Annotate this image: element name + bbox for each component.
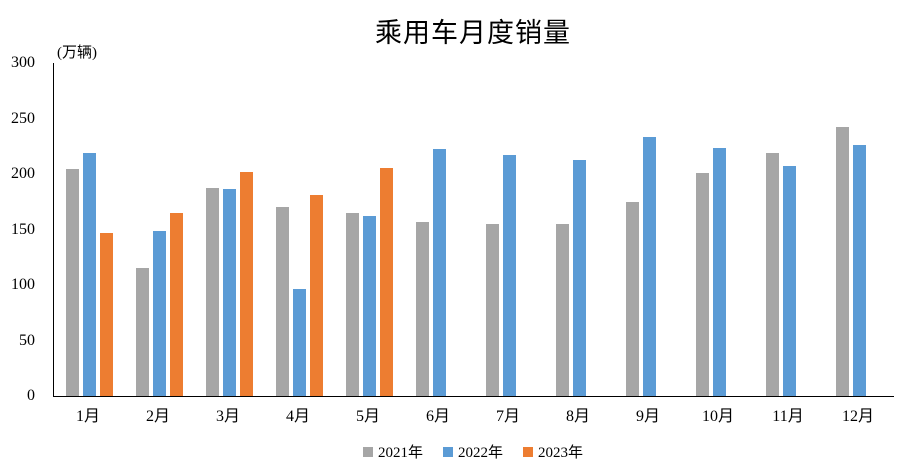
y-axis-tick-label: 150 — [11, 220, 35, 238]
y-axis-tick-label: 200 — [11, 165, 35, 182]
legend-item-2021年: 2021年 — [362, 441, 423, 462]
legend-label: 2021年 — [377, 445, 423, 461]
y-axis-tick-label: 0 — [27, 387, 35, 404]
legend-label: 2022年 — [457, 445, 503, 461]
y-axis-tick-label: 300 — [11, 54, 35, 71]
x-axis-tick-label: 5月 — [355, 408, 380, 425]
bar-2021年-5月 — [345, 213, 359, 396]
bar-2023年-4月 — [309, 194, 323, 396]
bar-2021年-11月 — [765, 152, 779, 396]
x-axis-tick-label: 1月 — [75, 408, 100, 425]
bar-2021年-4月 — [275, 206, 289, 396]
plot-area — [53, 63, 894, 397]
legend: 2021年 2022年 2023年 — [53, 441, 893, 462]
bar-2023年-3月 — [239, 172, 253, 396]
bar-2022年-9月 — [642, 137, 656, 396]
bar-2022年-5月 — [362, 215, 376, 396]
bar-2021年-6月 — [415, 221, 429, 396]
legend-swatch-icon — [362, 446, 373, 457]
x-axis-tick-label: 12月 — [841, 408, 874, 425]
y-axis-unit-label: (万辆) — [57, 45, 97, 61]
bar-2022年-1月 — [82, 153, 96, 396]
x-axis-tick-label: 4月 — [285, 408, 310, 425]
x-axis-ticks: 1月 2月 3月 4月 5月 6月 7月 8月 9月 10月 11月 12月 — [53, 402, 893, 425]
bar-2022年-8月 — [572, 160, 586, 396]
bar-2021年-1月 — [65, 169, 79, 396]
y-axis-ticks: 0 50 100 150 200 250 300 — [0, 0, 35, 468]
bar-2021年-2月 — [135, 267, 149, 396]
x-axis-tick-label: 11月 — [772, 408, 804, 425]
bar-2023年-1月 — [99, 232, 113, 396]
legend-label: 2023年 — [538, 445, 584, 461]
x-axis-tick-label: 10月 — [701, 408, 734, 425]
bar-2022年-3月 — [222, 189, 236, 396]
y-axis-tick-label: 100 — [11, 276, 35, 293]
y-axis-tick-label: 250 — [11, 109, 35, 127]
bar-2022年-4月 — [292, 288, 306, 396]
bar-2022年-6月 — [432, 149, 446, 396]
bar-2021年-7月 — [485, 223, 499, 396]
bar-2023年-2月 — [169, 212, 183, 396]
x-axis-tick-label: 3月 — [215, 408, 240, 425]
x-axis-tick-label: 7月 — [495, 408, 520, 425]
x-axis-tick-label: 9月 — [635, 408, 660, 425]
x-axis-tick-label: 2月 — [145, 408, 170, 425]
bar-2022年-10月 — [712, 148, 726, 396]
legend-swatch-icon — [442, 446, 453, 457]
bar-2021年-9月 — [625, 201, 639, 396]
legend-item-2023年: 2023年 — [523, 441, 583, 462]
x-axis-tick-label: 6月 — [425, 408, 450, 425]
chart-title: 乘用车月度销量 — [375, 18, 571, 48]
x-axis-tick-label: 8月 — [565, 408, 590, 425]
bar-2022年-11月 — [782, 165, 796, 396]
bar-2022年-7月 — [502, 154, 516, 396]
bar-2023年-5月 — [379, 168, 393, 396]
legend-swatch-icon — [523, 446, 533, 457]
bar-2021年-10月 — [695, 173, 709, 396]
bar-2022年-12月 — [852, 144, 866, 396]
legend-item-2022年: 2022年 — [442, 441, 503, 462]
bar-2021年-8月 — [555, 223, 569, 396]
bar-2021年-12月 — [835, 127, 849, 396]
bar-2022年-2月 — [152, 230, 166, 396]
y-axis-tick-label: 50 — [19, 331, 35, 349]
bar-2021年-3月 — [205, 188, 219, 396]
